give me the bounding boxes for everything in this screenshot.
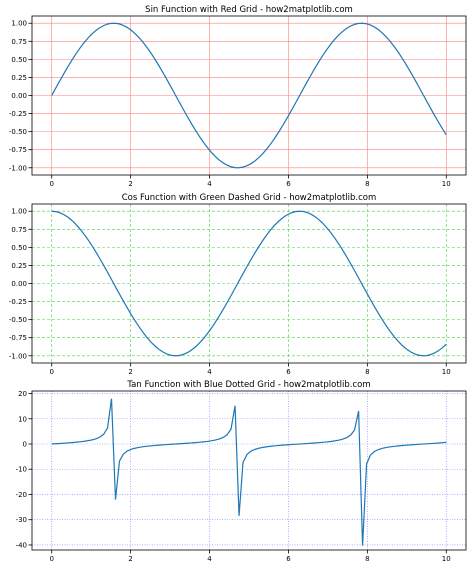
y-tick-label: 10 <box>18 415 27 423</box>
y-tick-label: 1.00 <box>11 20 27 28</box>
x-tick-label: 0 <box>49 368 53 376</box>
y-tick-label: -0.75 <box>9 334 27 342</box>
y-tick-label: -0.50 <box>9 316 27 324</box>
x-tick-label: 0 <box>49 555 53 563</box>
y-tick-label: 0.50 <box>11 244 27 252</box>
y-tick-label: 20 <box>18 390 27 398</box>
x-tick-label: 8 <box>365 180 369 188</box>
y-tick-label: -1.00 <box>9 164 27 172</box>
y-tick-label: 0.00 <box>11 92 27 100</box>
y-tick-label: 0.25 <box>11 74 27 82</box>
x-tick-label: 2 <box>128 368 132 376</box>
plot-frame <box>31 390 467 551</box>
x-tick-label: 6 <box>286 180 291 188</box>
x-tick-label: 4 <box>207 368 212 376</box>
x-tick-label: 6 <box>286 555 291 563</box>
x-tick-label: 2 <box>128 180 132 188</box>
y-tick-label: -0.25 <box>9 110 27 118</box>
x-tick-label: 2 <box>128 555 132 563</box>
y-tick-label: -0.75 <box>9 146 27 154</box>
y-tick-label: 0.75 <box>11 38 27 46</box>
y-tick-label: -20 <box>16 491 27 499</box>
x-tick-label: 4 <box>207 180 212 188</box>
y-tick-label: -40 <box>16 541 27 549</box>
chart-1: 0 2 4 6 8 10 -1.00 -0.75 -0.50 -0.25 0.00 0.25 0.50 0… <box>9 5 467 188</box>
y-tick-label: -1.00 <box>9 352 27 360</box>
x-tick-label: 8 <box>365 555 369 563</box>
chart-title: Tan Function with Blue Dotted Grid - how… <box>126 380 370 390</box>
x-tick-label: 6 <box>286 368 291 376</box>
x-tick-label: 4 <box>207 555 212 563</box>
series-line-tan <box>51 398 447 546</box>
y-tick-label: -0.50 <box>9 128 27 136</box>
x-tick-label: 10 <box>442 368 451 376</box>
y-tick-label: 0.75 <box>11 226 27 234</box>
y-tick-label: 1.00 <box>11 208 27 216</box>
x-tick-label: 10 <box>442 180 451 188</box>
y-tick-label: 0 <box>23 441 27 449</box>
y-tick-label: -10 <box>16 466 27 474</box>
chart-3: 0 2 4 6 8 10 -40 -30 -20 -10 0 10 20 Tan Function wit… <box>16 380 467 563</box>
y-tick-label: 0.00 <box>11 280 27 288</box>
series-line-cos <box>51 210 447 357</box>
y-tick-label: -30 <box>16 516 27 524</box>
chart-title: Sin Function with Red Grid - how2matplot… <box>145 5 353 15</box>
chart-title: Cos Function with Green Dashed Grid - ho… <box>122 193 377 203</box>
y-tick-label: 0.25 <box>11 262 27 270</box>
y-tick-label: -0.25 <box>9 298 27 306</box>
y-tick-label: 0.50 <box>11 56 27 64</box>
series-line-sin <box>51 22 447 169</box>
x-tick-label: 0 <box>49 180 53 188</box>
x-tick-label: 8 <box>365 368 369 376</box>
chart-2: 0 2 4 6 8 10 -1.00 -0.75 -0.50 -0.25 0.00 0.25 0.50 0… <box>9 193 467 376</box>
x-tick-label: 10 <box>442 555 451 563</box>
